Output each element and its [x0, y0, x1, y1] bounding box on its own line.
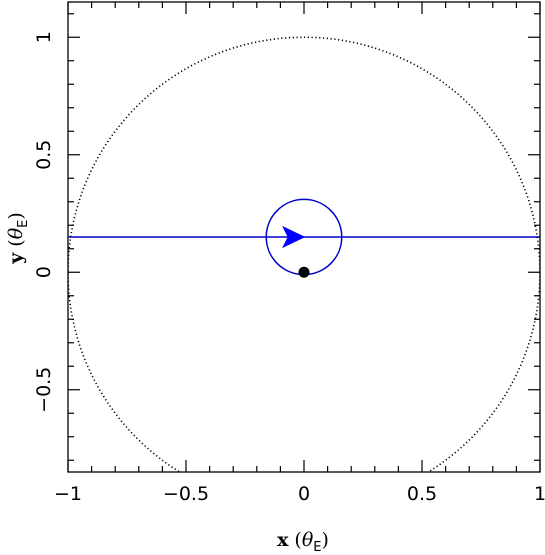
y-tick-label: −0.5 [33, 367, 55, 413]
x-tick-label: 0 [298, 483, 310, 505]
x-tick-label: 0.5 [407, 483, 437, 505]
x-axis-label: x (θE) [277, 529, 329, 555]
direction-arrow [282, 225, 306, 249]
y-axis-label-var: y [5, 252, 27, 265]
y-axis-label-subscript: E [16, 220, 31, 228]
x-axis-label-symbol: θ [302, 529, 314, 551]
plot-content [68, 36, 540, 472]
x-axis-label-var: x [277, 529, 289, 551]
axis-ticks [67, 2, 541, 472]
y-axis-label-symbol: θ [5, 227, 27, 239]
y-tick-label: 0.5 [33, 140, 55, 170]
tick-labels: −1 −0.5 0 0.5 1 −0.5 0 0.5 1 [33, 31, 545, 505]
x-tick-label: −0.5 [163, 483, 209, 505]
x-tick-label: 1 [534, 483, 545, 505]
x-axis-label-subscript: E [313, 540, 321, 555]
y-tick-label: 0 [33, 266, 55, 278]
lens-point [298, 266, 310, 278]
y-axis-label: y (θE) [5, 212, 31, 265]
y-tick-label: 1 [33, 31, 55, 43]
x-tick-label: −1 [54, 483, 82, 505]
